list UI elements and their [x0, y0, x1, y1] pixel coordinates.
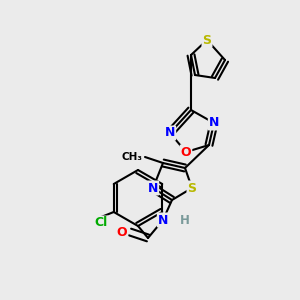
Text: Cl: Cl — [94, 217, 108, 230]
Text: N: N — [158, 214, 168, 226]
Text: H: H — [180, 214, 190, 226]
Text: CH₃: CH₃ — [121, 152, 142, 162]
Text: O: O — [181, 146, 191, 158]
Text: N: N — [209, 116, 219, 130]
Text: O: O — [117, 226, 127, 238]
Text: S: S — [188, 182, 196, 194]
Text: N: N — [148, 182, 158, 194]
Text: S: S — [202, 34, 211, 46]
Text: N: N — [165, 127, 175, 140]
